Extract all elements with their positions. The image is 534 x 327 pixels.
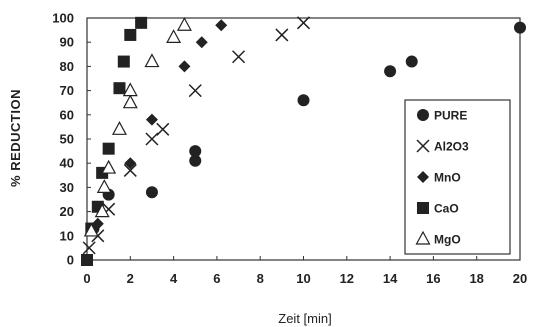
data-point-pure (405, 55, 418, 68)
data-point-mgo (111, 121, 127, 135)
legend-label: MnO (434, 171, 461, 185)
data-point-mgo (122, 94, 138, 109)
x-tick-label: 8 (257, 271, 264, 286)
data-point-mgo (176, 17, 192, 31)
legend-label: PURE (434, 109, 467, 123)
data-point-pure (189, 145, 202, 158)
data-point-mgo (144, 53, 160, 68)
data-point-al2o3 (123, 163, 137, 177)
data-point-mno (178, 60, 191, 73)
data-point-pure (145, 186, 158, 199)
legend-item-cao: CaO (417, 202, 459, 216)
series-mgo (83, 17, 192, 237)
series-cao (81, 16, 148, 266)
data-point-mgo (94, 203, 110, 218)
x-tick-label: 20 (513, 271, 527, 286)
x-tick-label: 10 (296, 271, 310, 286)
y-tick-label: 90 (60, 35, 74, 50)
legend-item-al2o3: Al2O3 (416, 139, 469, 154)
y-tick-label: 20 (60, 204, 74, 219)
data-point-mno (195, 36, 208, 49)
legend-marker-al2o3 (416, 139, 430, 153)
y-tick-label: 40 (60, 156, 74, 171)
legend-item-pure: PURE (417, 109, 467, 123)
data-point-pure (297, 94, 310, 107)
legend: PURE Al2O3 MnO CaO MgO (404, 99, 511, 255)
data-point-cao (81, 254, 93, 266)
data-point-al2o3 (82, 241, 96, 255)
x-tick-label: 0 (83, 271, 90, 286)
data-point-mno (215, 19, 228, 32)
data-point-mgo (101, 159, 117, 174)
data-point-mgo (83, 222, 99, 237)
legend-marker-mno (417, 171, 429, 183)
y-axis-title: % REDUCTION (8, 89, 23, 187)
data-point-cao (124, 28, 137, 41)
legend-item-mgo: MgO (415, 230, 461, 247)
data-point-al2o3 (188, 84, 202, 98)
y-tick-label: 50 (60, 132, 74, 147)
data-point-cao (135, 16, 148, 29)
y-tick-label: 10 (60, 228, 74, 243)
data-point-mgo (166, 29, 182, 43)
data-point-pure (514, 21, 526, 34)
legend-label: MgO (434, 233, 461, 247)
x-tick-label: 6 (213, 271, 220, 286)
data-point-al2o3 (156, 122, 170, 136)
y-tick-label: 30 (60, 180, 74, 195)
legend-marker-pure (417, 109, 429, 121)
legend-label: CaO (434, 202, 459, 216)
y-tick-label: 70 (60, 83, 74, 98)
x-tick-label: 16 (426, 271, 440, 286)
data-point-mgo (96, 179, 112, 193)
data-point-mno (145, 113, 158, 126)
legend-marker-cao (417, 202, 429, 214)
data-point-pure (189, 154, 202, 167)
plot-area: 0 2 4 6 8 10 12 14 16 18 20 0 10 20 30 40 50 60 70 80 90 100 (52, 11, 527, 287)
x-axis-title: Zeit [min] (278, 311, 331, 326)
data-point-cao (117, 55, 130, 68)
data-points (81, 16, 526, 266)
legend-marker-mgo (415, 230, 431, 245)
series-mno (81, 19, 228, 266)
y-tick-label: 80 (60, 59, 74, 74)
legend-item-mno: MnO (417, 171, 461, 185)
data-point-mno (124, 157, 137, 170)
x-tick-label: 12 (340, 271, 354, 286)
legend-label: Al2O3 (434, 140, 469, 154)
x-tick-label: 18 (469, 271, 483, 286)
x-tick-label: 2 (127, 271, 134, 286)
data-point-al2o3 (275, 28, 289, 42)
data-point-al2o3 (232, 50, 246, 64)
data-point-al2o3 (296, 16, 311, 30)
data-point-cao (113, 82, 126, 95)
y-tick-label: 0 (67, 253, 74, 268)
series-al2o3 (82, 16, 311, 255)
data-point-pure (384, 65, 397, 78)
x-tick-label: 4 (170, 271, 178, 286)
data-point-al2o3 (145, 132, 159, 146)
y-tick-label: 100 (52, 11, 74, 26)
data-point-cao (102, 142, 115, 155)
x-tick-label: 14 (383, 271, 398, 286)
data-point-mgo (122, 82, 138, 97)
y-tick-label: 60 (60, 107, 74, 122)
